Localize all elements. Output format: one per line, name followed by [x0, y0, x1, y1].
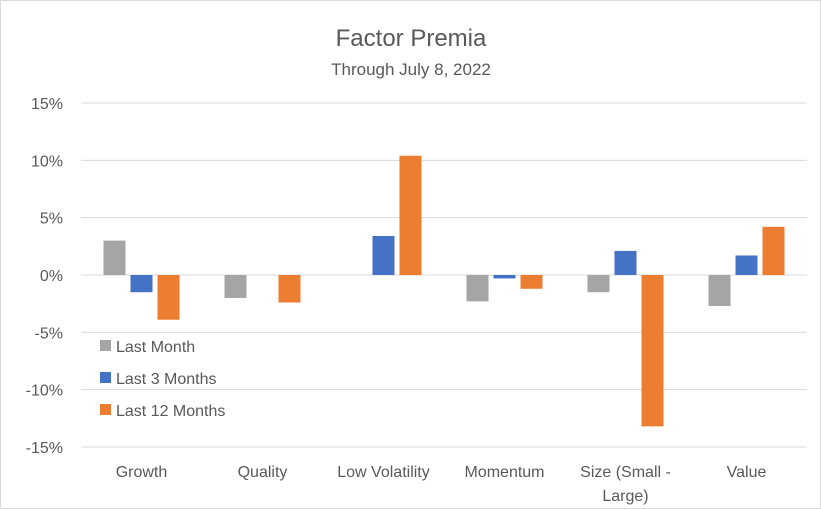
x-axis-categories: Growth Quality Low Volatility Momentum Size … — [116, 464, 767, 505]
bar-last-month-3 — [466, 275, 489, 302]
bar-last-3-months-3 — [493, 275, 516, 279]
y-tick-label: -5% — [35, 325, 63, 342]
x-category-label: Growth — [116, 464, 168, 481]
y-tick-label: -10% — [26, 383, 63, 400]
x-category-label: Momentum — [464, 464, 544, 481]
bar-last-3-months-5 — [735, 255, 758, 275]
bar-last-3-months-4 — [614, 250, 637, 275]
legend-swatch — [100, 404, 111, 415]
y-axis-ticks: 15% 10% 5% 0% -5% -10% -15% — [26, 96, 63, 457]
x-category-label: Size (Small - — [580, 464, 671, 481]
legend-label: Last 12 Months — [116, 403, 225, 420]
bar-last-3-months-0 — [130, 275, 153, 293]
bar-last-12-months-4 — [641, 275, 664, 427]
legend-swatch — [100, 372, 111, 383]
legend: Last Month Last 3 Months Last 12 Months — [100, 339, 225, 420]
bar-last-12-months-0 — [157, 275, 180, 320]
chart-subtitle: Through July 8, 2022 — [331, 60, 491, 79]
legend-label: Last 3 Months — [116, 371, 217, 388]
bar-last-12-months-2 — [399, 155, 422, 275]
gridlines — [81, 102, 807, 448]
bar-last-12-months-5 — [762, 226, 785, 275]
bar-last-12-months-3 — [520, 275, 543, 289]
y-tick-label: 5% — [40, 211, 63, 228]
y-tick-label: 0% — [40, 268, 63, 285]
y-tick-label: 15% — [31, 96, 63, 113]
y-tick-label: 10% — [31, 153, 63, 170]
x-category-label: Value — [727, 464, 767, 481]
bar-last-12-months-1 — [278, 275, 301, 303]
y-tick-label: -15% — [26, 440, 63, 457]
bars — [103, 155, 785, 427]
bar-last-month-5 — [708, 275, 731, 306]
bar-last-month-4 — [587, 275, 610, 293]
legend-label: Last Month — [116, 339, 195, 356]
bar-last-month-1 — [224, 275, 247, 298]
x-category-label: Quality — [238, 464, 288, 481]
x-category-label: Large) — [602, 488, 648, 505]
bar-last-3-months-2 — [372, 236, 395, 275]
chart-title: Factor Premia — [336, 25, 487, 52]
bar-last-month-0 — [103, 240, 126, 275]
legend-swatch — [100, 340, 111, 351]
x-category-label: Low Volatility — [337, 464, 430, 481]
